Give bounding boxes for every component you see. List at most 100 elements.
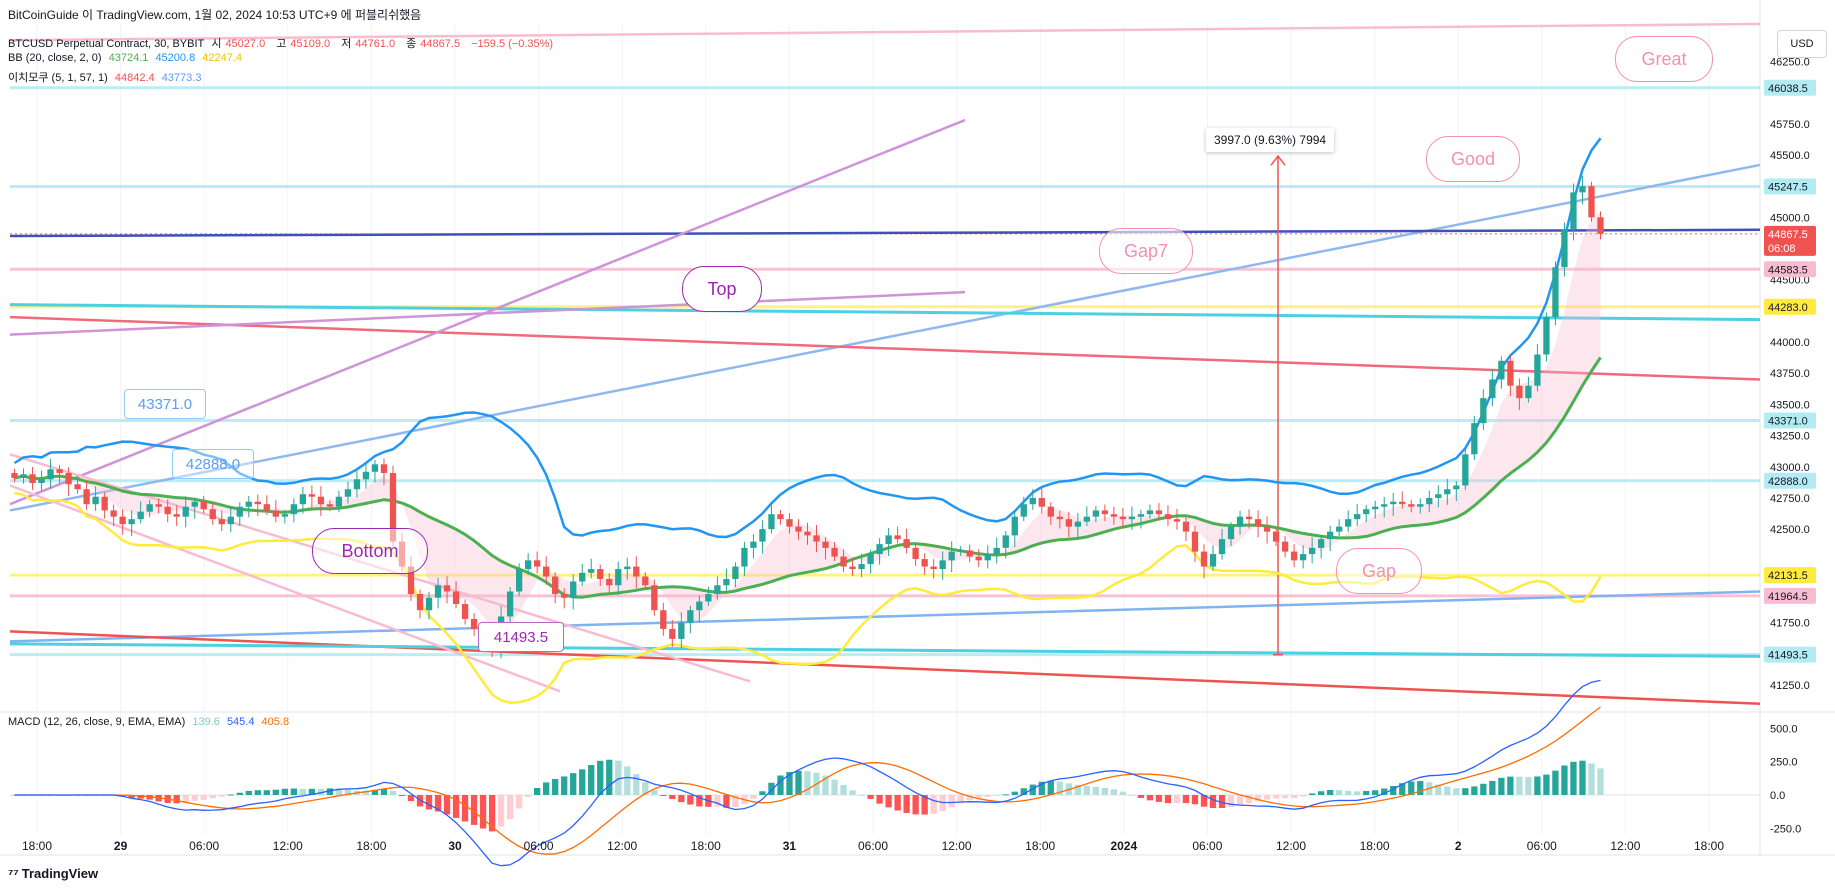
candle-body (1101, 510, 1109, 515)
macd-hist-bar (209, 795, 216, 799)
macd-hist-bar (1480, 783, 1487, 795)
callout-42888[interactable]: 42888.0 (172, 449, 254, 479)
candle-body (29, 474, 36, 483)
macd-line (14, 679, 1601, 867)
candle-body (1480, 398, 1487, 424)
candle-body (921, 559, 928, 567)
bb-label[interactable]: BB (20, close, 2, 0) (8, 52, 102, 64)
macd-hist-bar (1110, 789, 1118, 795)
macd-hist-value: 139.6 (192, 716, 220, 728)
macd-hist-bar (651, 790, 658, 795)
ichimoku-label[interactable]: 이치모쿠 (5, 1, 57, 1) (8, 72, 108, 84)
macd-hist-bar (200, 795, 207, 800)
gap-callout[interactable]: Gap (1336, 548, 1422, 594)
candle-body (1570, 192, 1577, 230)
time-tick-label: 12:00 (607, 839, 637, 853)
macd-hist-bar (1507, 776, 1514, 795)
trendline (9, 484, 561, 693)
macd-hist-bar (1327, 790, 1334, 795)
bottom-callout[interactable]: Bottom (312, 528, 428, 574)
macd-hist-bar (1218, 795, 1226, 809)
macd-hist-bar (1191, 795, 1199, 805)
macd-hist-bar (1534, 776, 1541, 795)
macd-hist-bar (1308, 793, 1316, 795)
macd-hist-bar (1552, 770, 1559, 795)
candle-body (1597, 217, 1604, 234)
bb-basis-value: 43724.1 (108, 52, 149, 64)
macd-hist-bar (1083, 785, 1091, 795)
macd-hist-bar (669, 795, 676, 800)
candle-body (993, 547, 1000, 555)
candle-body (1372, 506, 1379, 510)
candle-body (876, 544, 883, 555)
macd-hist-bar (1245, 795, 1253, 804)
macd-hist-bar (1056, 781, 1063, 795)
macd-label[interactable]: MACD (12, 26, close, 9, EMA, EMA) (8, 716, 186, 728)
candle-body (723, 579, 730, 586)
candle-body (1110, 514, 1118, 517)
bb-lower-line (14, 491, 1602, 704)
macd-hist-bar (515, 795, 523, 809)
callout-41493[interactable]: 41493.5 (478, 622, 564, 652)
candle-body (1543, 317, 1550, 355)
candle-body (1507, 360, 1514, 386)
candle-body (1354, 514, 1361, 520)
candle-body (182, 506, 189, 517)
gap7-callout[interactable]: Gap7 (1099, 228, 1193, 274)
macd-hist-bar (1579, 760, 1586, 795)
measure-tool-label[interactable]: 3997.0 (9.63%) 7994 (1206, 128, 1335, 152)
candle-body (1299, 554, 1307, 561)
candle-body (606, 579, 613, 586)
close-value: 44867.5 (420, 38, 461, 50)
candle-body (1444, 489, 1451, 495)
candle-body (425, 597, 433, 611)
candle-body (975, 556, 982, 561)
price-tick-label: 45750.0 (1770, 119, 1810, 131)
candle-body (353, 479, 361, 490)
candle-body (894, 535, 901, 540)
candle-body (678, 622, 685, 639)
time-tick-label: 2024 (1110, 839, 1137, 853)
candle-body (1182, 521, 1190, 532)
macd-hist-bar (1453, 788, 1460, 795)
currency-button[interactable]: USD (1777, 30, 1827, 58)
candle-body (434, 585, 442, 598)
macd-hist-bar (1588, 763, 1595, 795)
candle-body (1317, 539, 1325, 548)
candle-body (1588, 186, 1595, 218)
great-callout[interactable]: Great (1615, 36, 1713, 82)
candle-body (687, 610, 694, 623)
candle-body (1426, 497, 1433, 505)
candle-body (1038, 497, 1045, 507)
tradingview-logo[interactable]: ⁷⁷ TradingView (8, 866, 98, 881)
macd-hist-bar (1372, 790, 1379, 795)
candle-body (380, 464, 388, 474)
price-tick-label: 43000.0 (1770, 462, 1810, 474)
price-label-text: 42131.5 (1768, 570, 1808, 582)
macd-hist-bar (1074, 784, 1081, 795)
candle-body (1552, 267, 1559, 318)
good-callout[interactable]: Good (1426, 136, 1520, 182)
bb-legend: BB (20, close, 2, 0) 43724.1 45200.8 422… (8, 52, 246, 64)
macd-hist-bar (326, 788, 334, 795)
trend-lines (9, 22, 1761, 706)
candle-body (1191, 531, 1199, 552)
top-callout[interactable]: Top (682, 266, 762, 312)
price-label-text: 42888.0 (1768, 476, 1808, 488)
macd-hist-bar (921, 795, 928, 815)
candle-body (371, 464, 379, 472)
candle-body (840, 556, 847, 567)
macd-hist-bar (290, 788, 298, 795)
macd-hist-bar (1381, 788, 1388, 795)
callout-43371[interactable]: 43371.0 (124, 389, 206, 419)
candle-body (506, 591, 514, 617)
macd-hist-bar (1408, 781, 1415, 795)
macd-hist-bar (425, 795, 433, 810)
macd-hist-bar (281, 788, 288, 795)
macd-hist-bar (479, 795, 487, 829)
tv-logo-icon: ⁷⁷ (8, 866, 19, 881)
symbol-name[interactable]: BTCUSD Perpetual Contract, 30, BYBIT (8, 38, 205, 50)
price-tick-label: 41250.0 (1770, 680, 1810, 692)
macd-hist-bar (1317, 791, 1325, 795)
